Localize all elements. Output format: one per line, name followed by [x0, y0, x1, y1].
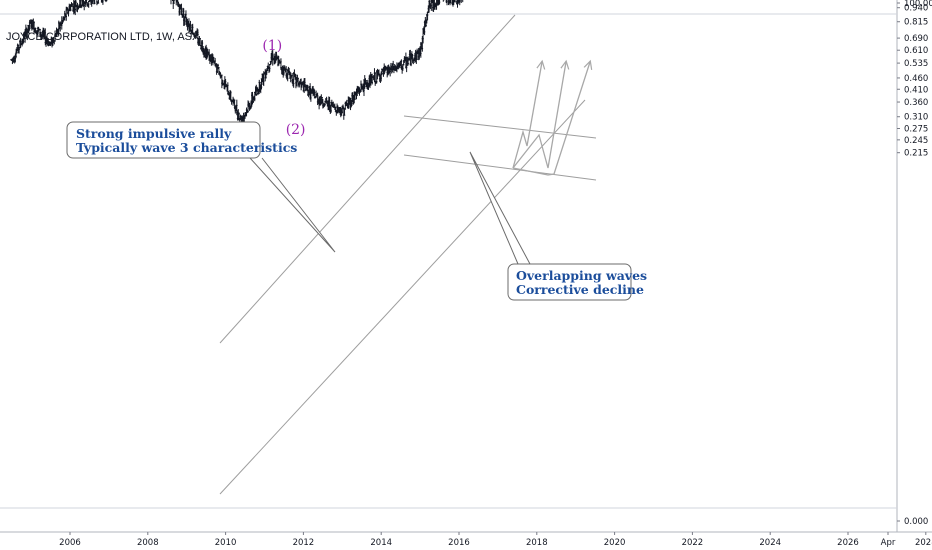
x-tick-label: 2016: [448, 538, 470, 548]
wave-labels: (1)(2)(3)(4)(5): [262, 38, 306, 138]
y-tick-label: 0.815: [904, 18, 928, 28]
callout-text-line: Strong impulsive rally: [76, 126, 232, 141]
x-tick-label: 2022: [682, 538, 704, 548]
trend-channels: [219, 14, 597, 495]
price-bar: [462, 0, 464, 3]
y-tick-label: 0.410: [904, 85, 928, 95]
x-tick-label: 2006: [59, 538, 81, 548]
projection-arrow-2: [512, 62, 566, 169]
price-bar: [429, 0, 433, 11]
x-tick-label: 2026: [837, 538, 859, 548]
x-tick-label: 2008: [137, 538, 159, 548]
price-bar: [456, 0, 460, 8]
projection-arrows: [512, 62, 590, 176]
time-axis[interactable]: 2006 2008 2010 2012 2014 2016 2018 2020 2022 2024…: [59, 532, 932, 548]
projection-arrow-3: [512, 62, 590, 176]
y-tick-label: 1.065: [904, 0, 928, 1]
price-bar: [449, 0, 452, 4]
projection-arrow-1: [512, 62, 542, 169]
flag-lower-line: [403, 154, 597, 181]
x-tick-label: 2012: [293, 538, 315, 548]
x-tick-label: 2024: [759, 538, 781, 548]
price-bar: [93, 0, 96, 5]
price-bar: [445, 0, 448, 6]
callout-pointer: [249, 157, 336, 253]
lower-channel-line: [219, 99, 586, 495]
price-bar: [460, 0, 462, 3]
price-bar: [438, 0, 441, 5]
price-bar: [435, 0, 438, 10]
price-bar: [172, 0, 175, 4]
callout-text-line: Typically wave 3 characteristics: [76, 140, 297, 155]
x-tick-label: 2020: [604, 538, 626, 548]
callout-pointer: [469, 151, 531, 265]
y-tick-label: 0.360: [904, 98, 928, 108]
y-tick-label: 0.000: [904, 517, 928, 527]
callout-box: [66, 121, 261, 159]
y-tick-label: 0.610: [904, 46, 928, 56]
flag-upper-line: [403, 115, 597, 139]
price-bar: [170, 0, 172, 5]
price-bar: [92, 0, 94, 1]
x-tick-label: Apr: [881, 538, 896, 548]
x-tick-label: 2018: [526, 538, 548, 548]
price-bar: [96, 0, 99, 4]
price-bar: [453, 0, 456, 3]
y-tick-label: 0.940: [904, 4, 928, 14]
price-bar: [105, 0, 108, 2]
upper-channel-line: [219, 14, 516, 344]
price-bar: [101, 0, 104, 5]
y-tick-label: 100.000: [904, 0, 932, 9]
callout-box: [507, 263, 632, 301]
y-tick-label: 0.535: [904, 59, 928, 69]
chart-title: JOYCE CORPORATION LTD, 1W, ASX: [6, 31, 200, 43]
x-tick-label: 2014: [370, 538, 392, 548]
price-series: [10, 0, 464, 127]
wave-label: (1): [262, 38, 282, 54]
price-bar: [175, 0, 178, 6]
callout-text-line: Overlapping waves: [516, 268, 647, 283]
price-bar: [90, 0, 93, 4]
price-bar: [87, 0, 91, 2]
price-bar: [442, 0, 444, 2]
y-tick-label: 0.215: [904, 149, 928, 159]
price-bar: [436, 0, 440, 6]
y-tick-label: 0.275: [904, 125, 928, 135]
y-tick-label: 0.690: [904, 34, 928, 44]
x-tick-label: 2028: [915, 538, 932, 548]
y-tick-label: 0.245: [904, 136, 928, 146]
price-axis[interactable]: 100.0002.8752.5002.1251.8751.6251.4401.2…: [897, 0, 932, 527]
y-tick-label: 0.460: [904, 74, 928, 84]
callout-text-line: Corrective decline: [516, 282, 644, 297]
x-tick-label: 2010: [215, 538, 237, 548]
price-bar: [458, 0, 461, 6]
wave-label: (2): [286, 122, 306, 138]
chart-frame: [0, 0, 932, 533]
y-tick-label: 0.310: [904, 113, 928, 123]
